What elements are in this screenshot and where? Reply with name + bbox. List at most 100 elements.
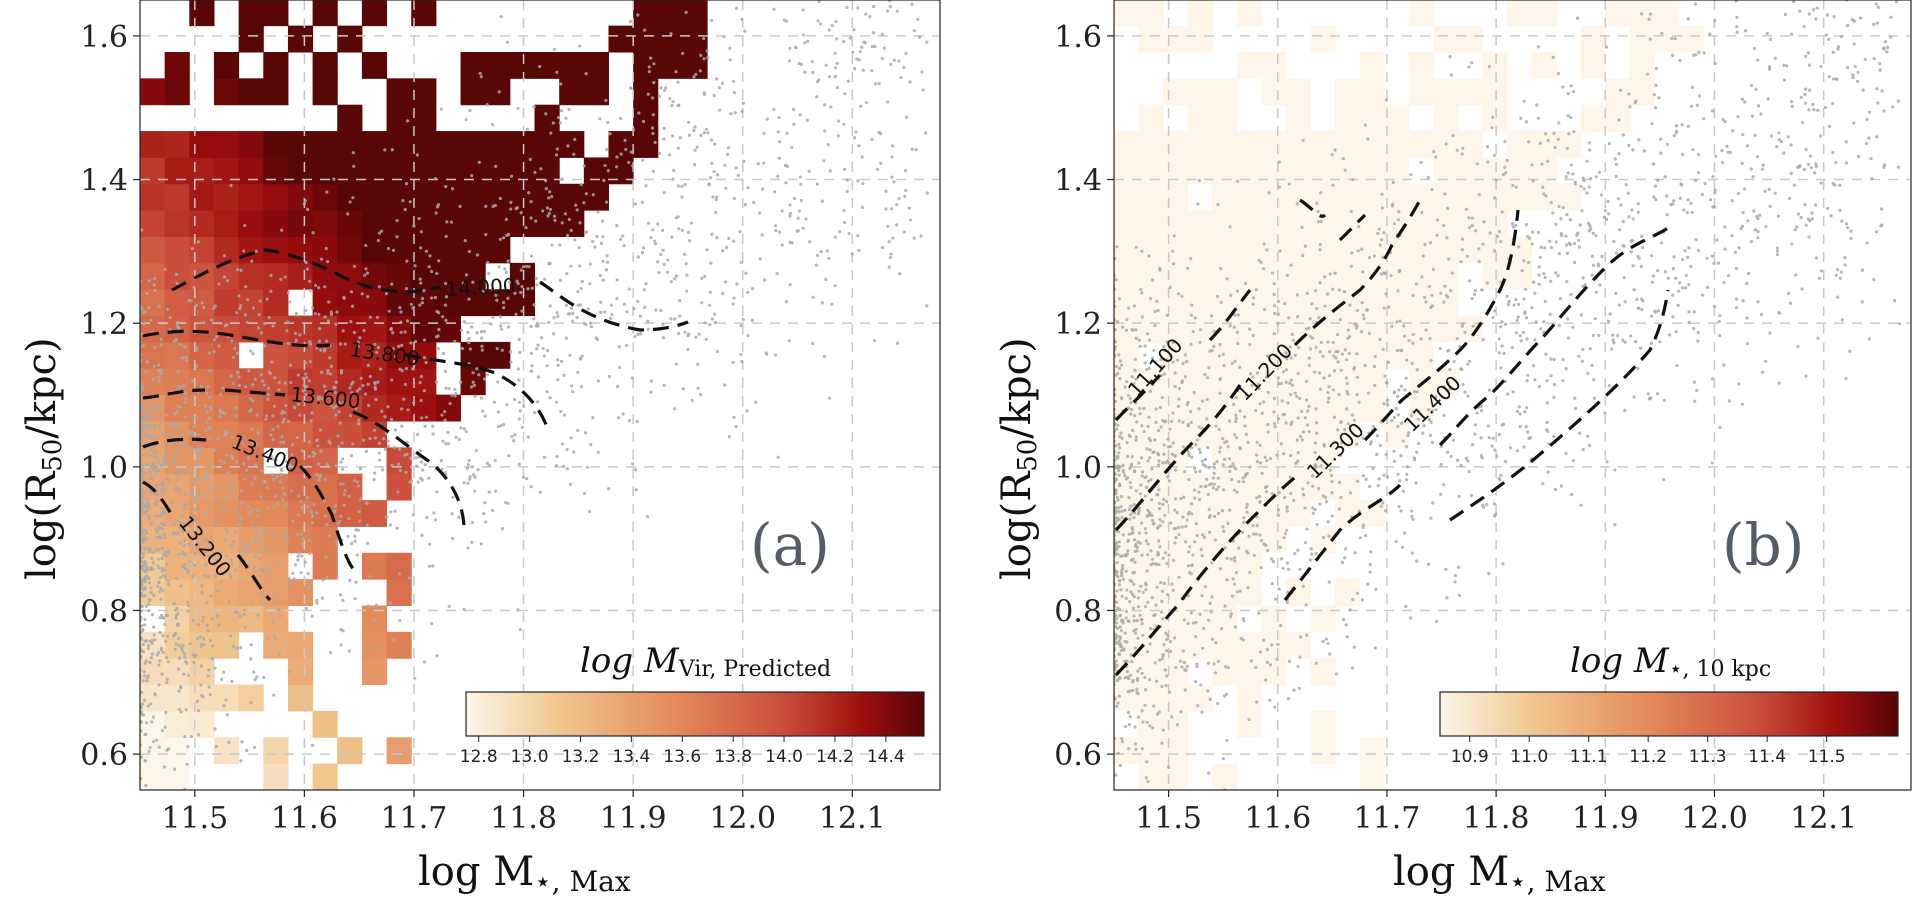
scatter-point: [773, 353, 778, 357]
scatter-point: [210, 644, 215, 648]
scatter-point: [678, 298, 682, 303]
scatter-point: [1295, 202, 1299, 206]
scatter-point: [1712, 304, 1717, 309]
scatter-point: [160, 463, 164, 468]
scatter-point: [1146, 542, 1150, 546]
scatter-point: [741, 317, 745, 322]
scatter-point: [559, 82, 563, 86]
scatter-point: [1499, 473, 1503, 477]
scatter-point: [140, 526, 144, 531]
scatter-point: [1561, 378, 1565, 383]
scatter-point: [333, 504, 338, 508]
scatter-point: [1301, 584, 1305, 588]
scatter-point: [1565, 213, 1569, 217]
scatter-point: [422, 289, 426, 293]
scatter-point: [160, 457, 165, 461]
heatmap-cell: [312, 210, 338, 237]
heatmap-cell: [312, 183, 338, 211]
scatter-point: [467, 341, 471, 345]
scatter-point: [1539, 245, 1543, 249]
scatter-point: [1168, 690, 1172, 694]
scatter-point: [416, 480, 420, 484]
scatter-point: [1540, 162, 1544, 166]
scatter-point: [1330, 490, 1334, 495]
scatter-point: [1208, 482, 1212, 487]
scatter-point: [325, 463, 330, 467]
scatter-point: [1853, 64, 1857, 68]
scatter-point: [268, 371, 272, 376]
scatter-point: [505, 403, 509, 407]
scatter-point: [1130, 455, 1134, 459]
scatter-point: [1255, 385, 1259, 389]
y-tick-label: 1.6: [80, 20, 128, 55]
scatter-point: [1254, 288, 1258, 292]
scatter-point: [1542, 272, 1546, 276]
scatter-point: [1303, 541, 1307, 545]
scatter-point: [1272, 282, 1276, 286]
scatter-point: [1343, 547, 1348, 551]
scatter-point: [1650, 121, 1654, 126]
scatter-point: [1249, 372, 1253, 376]
scatter-point: [398, 306, 402, 310]
scatter-point: [683, 330, 687, 334]
scatter-point: [1886, 45, 1890, 49]
scatter-point: [193, 507, 197, 511]
scatter-point: [1150, 356, 1155, 360]
scatter-point: [1396, 394, 1400, 399]
scatter-point: [352, 330, 357, 335]
heatmap-cell: [386, 552, 412, 580]
heatmap-cell: [386, 368, 412, 396]
scatter-point: [1288, 381, 1292, 385]
scatter-point: [1401, 439, 1405, 443]
scatter-point: [179, 405, 183, 409]
scatter-point: [1402, 324, 1406, 328]
scatter-point: [1897, 322, 1902, 326]
scatter-point: [1346, 422, 1350, 426]
scatter-point: [1552, 131, 1556, 135]
scatter-point: [1424, 300, 1428, 304]
scatter-point: [743, 29, 747, 33]
scatter-point: [1160, 610, 1164, 614]
scatter-point: [1557, 204, 1561, 209]
scatter-point: [1186, 423, 1190, 427]
scatter-point: [1568, 218, 1572, 222]
scatter-point: [1345, 358, 1349, 362]
scatter-point: [873, 82, 877, 86]
scatter-point: [419, 246, 423, 250]
heatmap-cell: [1482, 104, 1508, 132]
scatter-point: [1392, 222, 1397, 226]
scatter-point: [616, 384, 620, 389]
scatter-point: [505, 233, 509, 237]
scatter-point: [158, 415, 162, 419]
scatter-point: [740, 109, 744, 113]
scatter-point: [1523, 410, 1527, 414]
scatter-point: [1161, 556, 1165, 561]
scatter-point: [270, 360, 274, 364]
scatter-point: [464, 429, 468, 434]
scatter-point: [156, 483, 160, 487]
scatter-point: [777, 156, 781, 160]
scatter-point: [871, 31, 876, 35]
scatter-point: [1844, 161, 1849, 165]
scatter-point: [245, 748, 249, 752]
heatmap-cell: [287, 183, 314, 211]
scatter-point: [360, 292, 364, 296]
scatter-point: [1147, 678, 1152, 682]
scatter-point: [1201, 533, 1205, 537]
scatter-point: [1114, 278, 1118, 282]
scatter-point: [788, 203, 792, 207]
scatter-point: [651, 169, 656, 173]
scatter-point: [1697, 50, 1701, 54]
scatter-point: [1143, 527, 1147, 531]
scatter-point: [1185, 518, 1189, 522]
scatter-point: [547, 261, 551, 265]
heatmap-cell: [509, 51, 536, 79]
scatter-point: [254, 535, 258, 539]
colorbar-gradient-a: [465, 691, 925, 737]
heatmap-cell: [1629, 51, 1655, 79]
scatter-point: [1162, 443, 1166, 447]
scatter-point: [1318, 350, 1322, 354]
scatter-point: [1702, 51, 1706, 55]
scatter-point: [1722, 363, 1726, 367]
scatter-point: [199, 384, 204, 389]
